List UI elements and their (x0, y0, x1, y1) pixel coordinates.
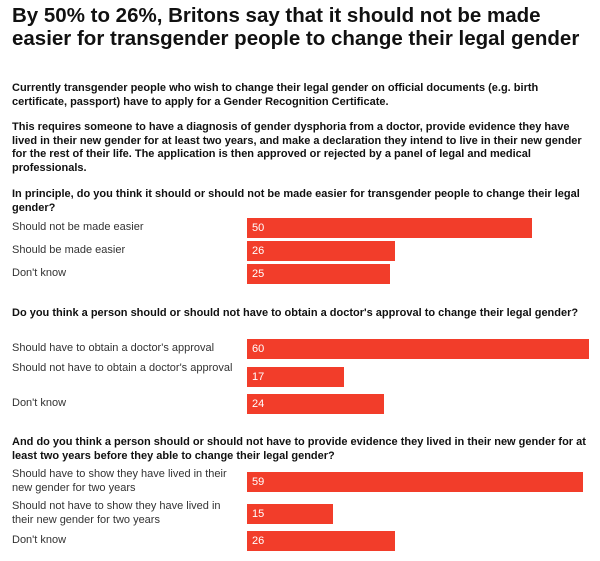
bar-value-label: 26 (252, 245, 265, 257)
category-label: Should not have to show they have lived … (12, 500, 221, 526)
bar (247, 367, 344, 387)
question-3: And do you think a person should or shou… (12, 436, 586, 462)
category-label: Should have to show they have lived in t… (12, 468, 227, 494)
bar-value-label: 25 (252, 268, 265, 280)
bar-value-label: 24 (252, 398, 265, 410)
intro-paragraph-2: This requires someone to have a diagnosi… (12, 121, 582, 174)
bar (247, 264, 390, 284)
bar (247, 339, 589, 359)
bar (247, 531, 395, 551)
intro-paragraph-1: Currently transgender people who wish to… (12, 82, 539, 108)
chart-title: By 50% to 26%, Britons say that it shoul… (12, 4, 580, 50)
bar (247, 394, 384, 414)
bar (247, 472, 583, 492)
question-1: In principle, do you think it should or … (12, 188, 580, 214)
question-2: Do you think a person should or should n… (12, 307, 579, 319)
bar (247, 241, 395, 261)
category-label: Should have to obtain a doctor's approva… (12, 342, 215, 354)
bar-value-label: 60 (252, 343, 265, 355)
category-label: Should not have to obtain a doctor's app… (12, 362, 233, 374)
category-label: Should not be made easier (12, 221, 144, 233)
bar-value-label: 17 (252, 371, 265, 383)
bar (247, 504, 333, 524)
bar-value-label: 15 (252, 508, 265, 520)
bar-value-label: 59 (252, 476, 265, 488)
category-label: Should be made easier (12, 244, 126, 256)
category-label: Don't know (12, 397, 67, 409)
bar-value-label: 50 (252, 222, 265, 234)
category-label: Don't know (12, 267, 67, 279)
category-label: Don't know (12, 534, 67, 546)
bar (247, 218, 532, 238)
bar-value-label: 26 (252, 535, 265, 547)
